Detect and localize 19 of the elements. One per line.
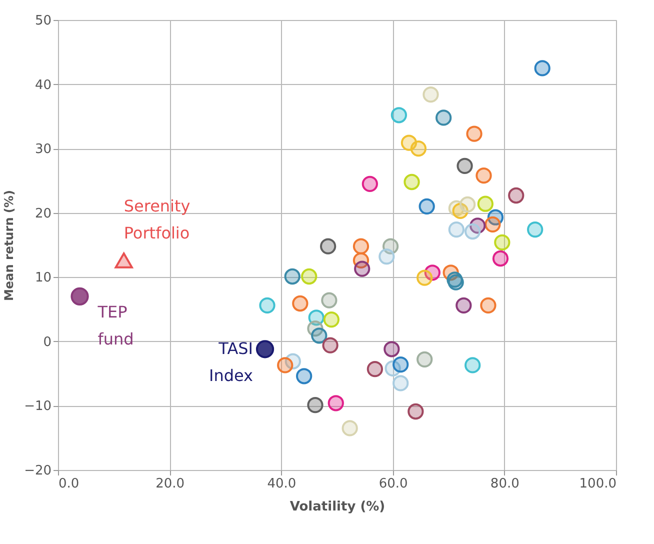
series-label: Serenity Portfolio <box>124 196 190 242</box>
y-tick-label: 10 <box>34 270 52 286</box>
y-tick-label: −10 <box>24 399 52 414</box>
series-label: TEP fund <box>96 302 134 348</box>
y-tick-label: 0 <box>43 334 52 350</box>
y-tick-label: 20 <box>34 206 52 222</box>
y-tick-label: 40 <box>34 78 52 93</box>
y-tick-label: 30 <box>34 142 52 158</box>
x-tick-label: 40.0 <box>267 476 296 492</box>
y-axis-title: Mean return (%) <box>2 190 16 301</box>
x-tick-label: 20.0 <box>156 476 185 492</box>
series-label: TASI Index <box>208 339 254 386</box>
y-tick-label: −20 <box>24 464 52 478</box>
x-tick-label: 100.0 <box>579 476 616 492</box>
x-tick-label: 0.0 <box>58 476 80 492</box>
x-tick-label: 80.0 <box>490 476 520 492</box>
x-tick-label: 60.0 <box>378 476 408 492</box>
y-tick-label: 50 <box>34 14 52 28</box>
x-axis-title: Volatility (%) <box>290 500 386 514</box>
